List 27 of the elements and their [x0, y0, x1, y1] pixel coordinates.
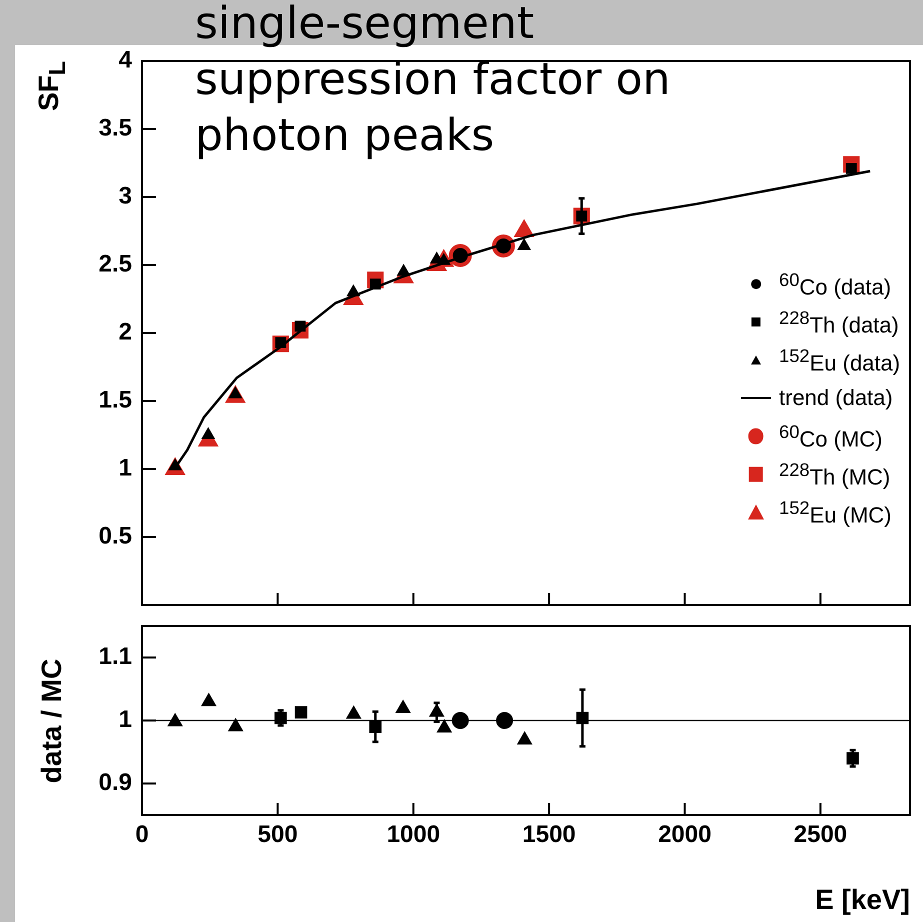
y-tick-label: 2.5 — [98, 250, 132, 278]
y-tick-label: 2 — [118, 318, 132, 346]
y-tick-label: 1 — [118, 706, 132, 734]
y-tick-label: 4 — [118, 46, 133, 74]
y-tick-label: 3 — [118, 182, 132, 210]
y-axis-title: data / MC — [36, 658, 68, 783]
y-tick-label: 0.9 — [98, 769, 132, 796]
x-tick-label: 0 — [135, 821, 149, 848]
legend-label: $^{228}$Th (MC) — [779, 458, 890, 490]
x-axis-title: E [keV] — [815, 884, 910, 915]
legend-label: $^{60}$Co (data) — [779, 268, 892, 300]
y-tick-label: 3.5 — [98, 114, 132, 142]
y-tick-label: 1.5 — [98, 386, 132, 414]
y-tick-label: 1.1 — [98, 643, 132, 670]
legend-label: trend (data) — [779, 385, 893, 412]
x-tick-label: 1500 — [522, 821, 576, 848]
x-tick-label: 500 — [258, 821, 298, 848]
y-tick-label: 0.5 — [98, 522, 132, 550]
x-tick-label: 1000 — [386, 821, 440, 848]
chart-title: single-segment suppression factor on photon peaks — [195, 0, 672, 163]
legend-label: $^{228}$Th (data) — [779, 306, 899, 338]
legend-label: $^{152}$Eu (MC) — [779, 496, 892, 528]
legend-label: $^{60}$Co (MC) — [779, 420, 882, 452]
x-tick-label: 2500 — [794, 821, 848, 848]
x-tick-label: 2000 — [658, 821, 712, 848]
y-tick-label: 1 — [118, 454, 132, 482]
legend-label: $^{152}$Eu (data) — [779, 344, 900, 376]
